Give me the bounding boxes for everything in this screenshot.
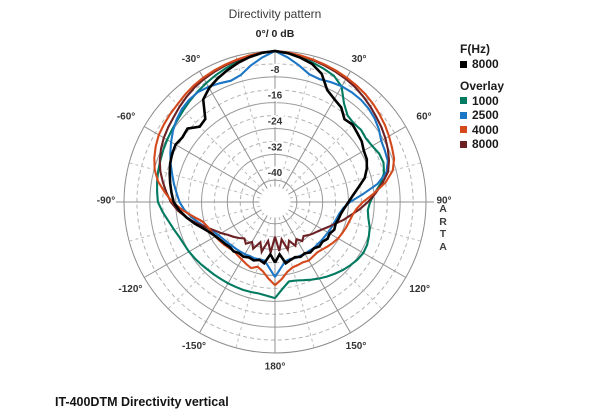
legend-swatch — [460, 126, 467, 134]
grid-spoke--150 — [199, 215, 268, 334]
grid-spoke-45 — [285, 94, 383, 192]
legend-swatch — [460, 111, 467, 119]
legend-header-1: Overlay — [460, 78, 505, 93]
grid-spoke--30 — [199, 70, 268, 189]
legend-item: 2500 — [460, 108, 504, 123]
grid-spoke-120 — [288, 209, 407, 278]
angle-label--30: -30° — [182, 54, 200, 65]
grid-spoke--60 — [143, 126, 262, 195]
grid-spoke--165 — [235, 216, 272, 348]
series-curve-FHz-8000 — [168, 49, 369, 266]
grid-spoke--45 — [167, 94, 265, 192]
grid-spoke-30 — [282, 70, 351, 189]
legend-item: 1000 — [460, 94, 504, 109]
grid-spoke-165 — [278, 216, 315, 348]
db-tick--16: -16 — [268, 91, 283, 102]
grid-spoke-75 — [289, 162, 421, 199]
grid-spoke--75 — [129, 162, 261, 199]
db-tick--24: -24 — [268, 117, 283, 128]
legend-swatch — [460, 97, 467, 105]
db-tick--40: -40 — [268, 168, 283, 179]
angle-label-150: 150° — [346, 341, 367, 352]
watermark-letter: T — [439, 228, 447, 241]
watermark-letter: R — [439, 215, 447, 228]
legend: F(Hz) 8000 Overlay 1000 2500 4000 8000 — [460, 42, 504, 152]
angle-label--90: -90° — [97, 196, 115, 207]
grid-spoke-135 — [285, 212, 383, 310]
db-tick--8: -8 — [271, 65, 280, 76]
grid-spoke-150 — [282, 215, 351, 334]
grid-spoke--135 — [167, 212, 265, 310]
grid-spoke-15 — [278, 56, 315, 188]
legend-item: 4000 — [460, 123, 504, 138]
legend-item: 8000 — [460, 57, 504, 72]
chart-title: Directivity pattern — [228, 7, 322, 21]
legend-label: 8000 — [472, 57, 499, 72]
angle-label-30: 30° — [351, 54, 366, 65]
grid-spoke-105 — [289, 205, 421, 242]
grid-spoke--15 — [235, 56, 272, 188]
angle-label--60: -60° — [117, 112, 135, 123]
angle-label--120: -120° — [118, 284, 142, 295]
legend-label: 1000 — [472, 93, 499, 108]
legend-item: 8000 — [460, 137, 504, 152]
legend-label: 4000 — [472, 122, 499, 137]
legend-swatch — [460, 60, 467, 68]
watermark-letter: A — [439, 203, 447, 215]
legend-header-0: F(Hz) — [460, 42, 490, 56]
grid-spoke--120 — [143, 209, 262, 278]
center-hole — [261, 188, 289, 216]
legend-label: 2500 — [472, 108, 499, 123]
watermark-letter: A — [439, 240, 447, 253]
angle-label-90: 90° — [436, 196, 451, 207]
angle-label-60: 60° — [416, 112, 431, 123]
db-tick--32: -32 — [268, 142, 283, 153]
legend-label: 8000 — [472, 137, 499, 152]
zero-angle-label: 0°/ 0 dB — [256, 28, 295, 40]
angle-label-180: 180° — [265, 362, 286, 373]
angle-label-120: 120° — [409, 284, 430, 295]
chart-caption: IT-400DTM Directivity vertical — [55, 395, 229, 409]
legend-swatch — [460, 140, 467, 148]
angle-label--150: -150° — [182, 341, 206, 352]
